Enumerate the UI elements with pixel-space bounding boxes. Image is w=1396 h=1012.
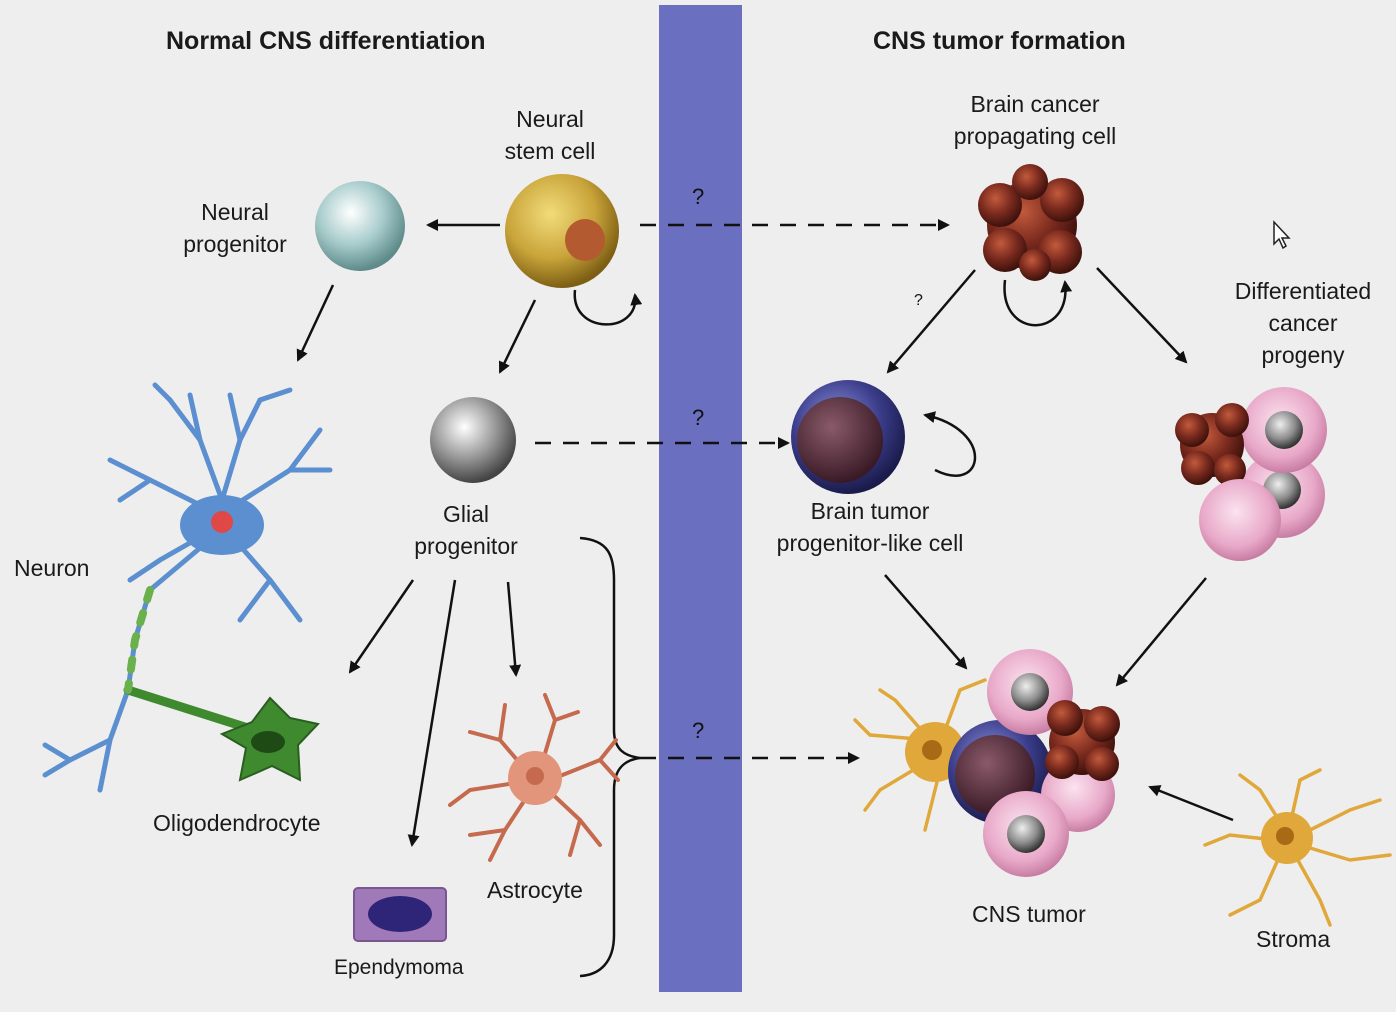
neural-stem-cell xyxy=(505,174,619,288)
heading-cns-tumor-formation: CNS tumor formation xyxy=(873,27,1126,55)
self-renewal-stem xyxy=(573,289,643,326)
stroma-cell xyxy=(1203,768,1392,927)
self-renewal-cancer xyxy=(1003,279,1073,327)
glial-progenitor-cell xyxy=(430,397,516,483)
label-glial-progenitor: Glial progenitor xyxy=(414,501,518,559)
arrows-dashed xyxy=(535,219,950,764)
bracket xyxy=(579,536,641,978)
arrow-cancer-to-progeny xyxy=(1096,267,1188,364)
stroma-nucleus xyxy=(1276,827,1294,845)
question-mark-glial-to-progenitor-like: ? xyxy=(692,405,705,430)
heading-normal-cns-differentiation: Normal CNS differentiation xyxy=(166,27,486,55)
arrow-stroma-to-tumor xyxy=(1148,785,1234,822)
label-astrocyte: Astrocyte xyxy=(487,877,583,903)
arrow-progeny-to-tumor xyxy=(1115,577,1207,687)
label-oligodendrocyte: Oligodendrocyte xyxy=(153,810,321,836)
ependymoma-nucleus xyxy=(368,896,432,932)
label-differentiated-cancer-progeny: Differentiated cancer progeny xyxy=(1234,278,1372,368)
neuron-cell xyxy=(42,382,333,793)
arrow-cancer-to-progenitor-like xyxy=(886,269,976,374)
brain-tumor-progenitor-like-cell xyxy=(791,380,905,494)
question-mark-bracket-to-tumor: ? xyxy=(692,718,705,743)
arrow-neural-progenitor-to-neuron xyxy=(296,284,335,362)
arrow-glial-to-ependymoma xyxy=(407,579,457,847)
question-mark-stem-to-cancer: ? xyxy=(692,184,705,209)
center-divider xyxy=(659,5,742,992)
neuron-nucleus xyxy=(211,511,233,533)
arrows-right xyxy=(884,267,1234,822)
arrow-stem-to-glial xyxy=(498,299,537,374)
label-brain-tumor-progenitor-like-cell: Brain tumor progenitor-like cell xyxy=(776,498,964,556)
astrocyte-nucleus xyxy=(526,767,544,785)
arrow-progenitor-like-to-tumor xyxy=(884,574,968,670)
label-neuron: Neuron xyxy=(14,555,90,581)
brain-cancer-propagating-cell xyxy=(978,164,1084,281)
arrow-glial-to-oligodendrocyte xyxy=(348,579,415,674)
mouse-cursor-icon xyxy=(1273,220,1291,250)
label-ependymoma: Ependymoma xyxy=(334,956,464,979)
label-neural-stem-cell: Neural stem cell xyxy=(504,106,596,164)
self-renewal-progenitor-like xyxy=(923,411,977,477)
neural-progenitor-cell xyxy=(315,181,405,271)
cns-tumor xyxy=(853,649,1120,877)
differentiated-cancer-progeny xyxy=(1175,387,1327,561)
question-mark-cancer-to-progenitor-like: ? xyxy=(914,292,923,309)
label-stroma: Stroma xyxy=(1256,926,1331,952)
label-neural-progenitor: Neural progenitor xyxy=(183,199,287,257)
label-brain-cancer-propagating-cell: Brain cancer propagating cell xyxy=(953,91,1117,149)
oligodendrocyte-nucleus xyxy=(251,731,285,753)
label-cns-tumor: CNS tumor xyxy=(972,901,1086,927)
arrow-glial-to-astrocyte xyxy=(506,581,522,677)
arrows-left xyxy=(296,219,643,978)
